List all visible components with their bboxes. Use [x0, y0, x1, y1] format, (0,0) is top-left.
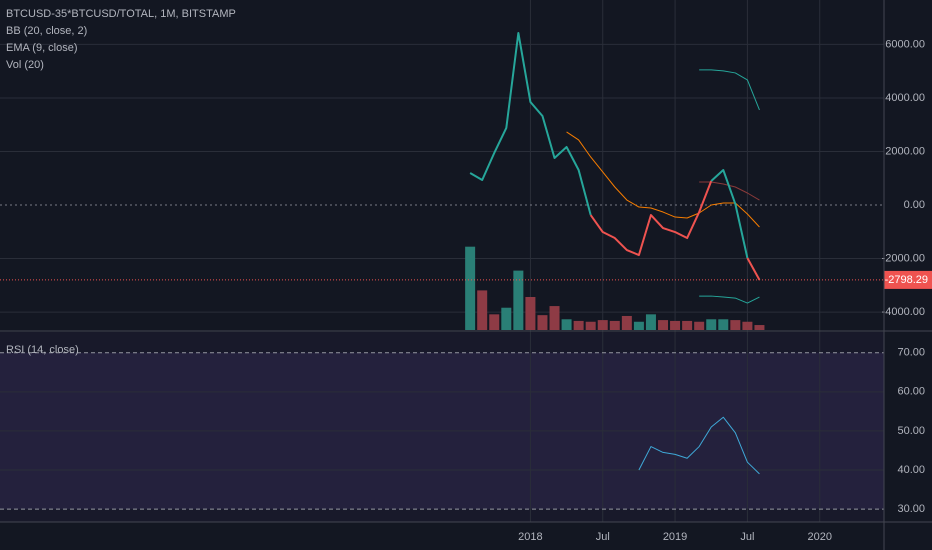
price-line — [469, 31, 592, 216]
bb-upper — [699, 69, 760, 111]
price-line — [589, 180, 713, 257]
y-tick-label: 2000.00 — [885, 145, 925, 157]
volume-bar — [537, 315, 548, 330]
volume-bar — [742, 321, 753, 330]
x-tick-label: Jul — [596, 531, 610, 543]
y-tick-label: -4000.00 — [882, 306, 925, 318]
y-tick-label: 40.00 — [897, 464, 925, 476]
volume-bar — [658, 320, 669, 330]
last-price-label: -2798.29 — [885, 274, 928, 286]
volume-bar — [621, 315, 632, 330]
volume-bar — [573, 320, 584, 330]
y-tick-label: 60.00 — [897, 386, 925, 398]
legend-label: BB (20, close, 2) — [6, 25, 87, 37]
volume-bar — [706, 319, 717, 330]
ema-line — [566, 131, 760, 228]
y-tick-label: 0.00 — [904, 199, 925, 211]
volume-bar — [645, 314, 656, 330]
x-tick-label: 2019 — [663, 531, 687, 543]
y-tick-label: -2000.00 — [882, 252, 925, 264]
volume-bar — [682, 320, 693, 330]
x-tick-label: Jul — [740, 531, 754, 543]
legend-label: RSI (14, close) — [6, 344, 79, 356]
volume-bar — [694, 321, 705, 330]
volume-bar — [585, 321, 596, 330]
volume-bar — [754, 325, 765, 330]
y-tick-label: 30.00 — [897, 503, 925, 515]
y-tick-label: 70.00 — [897, 347, 925, 359]
volume-bar — [489, 314, 500, 330]
legend-label: EMA (9, close) — [6, 42, 78, 54]
y-tick-label: 4000.00 — [885, 92, 925, 104]
y-tick-label: 50.00 — [897, 425, 925, 437]
volume-bar — [465, 246, 476, 330]
price-line — [746, 257, 761, 281]
volume-bar — [670, 320, 681, 330]
price-line — [710, 169, 749, 259]
volume-bar — [477, 290, 488, 330]
volume-bar — [525, 297, 536, 330]
volume-bar — [561, 319, 572, 330]
rsi-pane-tint — [0, 332, 884, 522]
volume-bar — [549, 306, 560, 330]
x-tick-label: 2020 — [807, 531, 831, 543]
bb-lower — [699, 295, 760, 304]
volume-bar — [633, 321, 644, 330]
legend-label: Vol (20) — [6, 59, 44, 71]
rsi-line — [638, 416, 760, 475]
y-tick-label: 6000.00 — [885, 38, 925, 50]
volume-bar — [718, 319, 729, 330]
volume-bar — [513, 270, 524, 330]
volume-bar — [730, 320, 741, 330]
volume-bar — [501, 307, 512, 330]
volume-bar — [597, 320, 608, 330]
last-price-box — [884, 270, 932, 289]
legend-label: BTCUSD-35*BTCUSD/TOTAL, 1M, BITSTAMP — [6, 8, 236, 20]
volume-bar — [609, 320, 620, 330]
x-tick-label: 2018 — [518, 531, 542, 543]
